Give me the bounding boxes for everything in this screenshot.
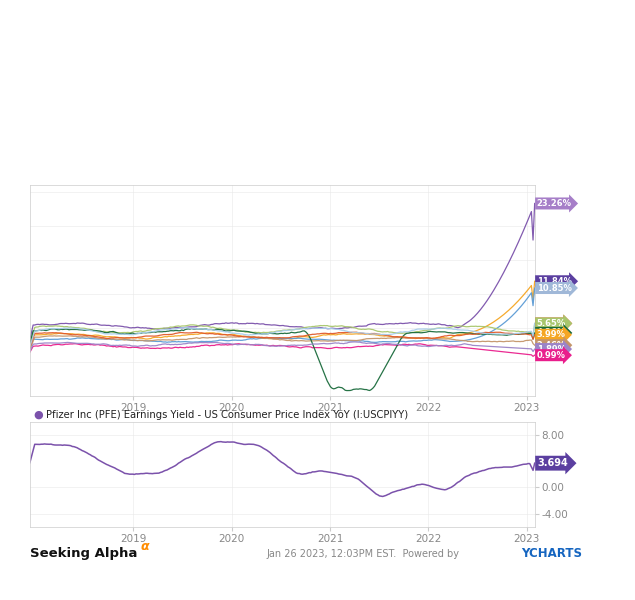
Text: Eli Lilly and Co (LLY) Earnings Yield: Eli Lilly and Co (LLY) Earnings Yield bbox=[50, 228, 223, 238]
Text: 11.84%: 11.84% bbox=[537, 277, 572, 286]
Text: Novartis AG (NVS) Earnings Yield: Novartis AG (NVS) Earnings Yield bbox=[50, 352, 214, 362]
Text: 1.89%: 1.89% bbox=[537, 344, 566, 353]
Text: 23.26%: 23.26% bbox=[537, 199, 572, 208]
Text: α: α bbox=[141, 539, 150, 553]
Text: 2.46%: 2.46% bbox=[537, 341, 566, 350]
Text: ●: ● bbox=[33, 410, 43, 419]
Text: Sanofi SA (SNY) Earnings Yield: Sanofi SA (SNY) Earnings Yield bbox=[50, 316, 202, 326]
Text: AstraZeneca PLC (AZN) Earnings Yield: AstraZeneca PLC (AZN) Earnings Yield bbox=[50, 263, 241, 274]
Text: Pfizer Inc (PFE) Earnings Yield - US Consumer Price Index YoY (I:USCPIYY): Pfizer Inc (PFE) Earnings Yield - US Con… bbox=[46, 410, 408, 419]
Text: 0.99%: 0.99% bbox=[537, 350, 566, 359]
Text: Jan 26 2023, 12:03PM EST.  Powered by: Jan 26 2023, 12:03PM EST. Powered by bbox=[267, 549, 463, 559]
Text: Seeking Alpha: Seeking Alpha bbox=[30, 547, 137, 560]
Text: Johnson & Johnson (JNJ) Earnings Yield: Johnson & Johnson (JNJ) Earnings Yield bbox=[50, 211, 240, 220]
Text: YCHARTS: YCHARTS bbox=[521, 547, 582, 560]
Text: GSK PLC (GSK) Earnings Yield: GSK PLC (GSK) Earnings Yield bbox=[50, 334, 197, 344]
Text: Bristol-Myers Squibb Co (BMY) Earnings Yield: Bristol-Myers Squibb Co (BMY) Earnings Y… bbox=[50, 299, 275, 308]
Text: 5.65%: 5.65% bbox=[537, 319, 566, 328]
Text: Merck & Co Inc (MRK) Earnings Yield: Merck & Co Inc (MRK) Earnings Yield bbox=[50, 246, 231, 256]
Text: 4.26%: 4.26% bbox=[537, 328, 566, 337]
Text: Pfizer Inc (PFE) Earnings Yield: Pfizer Inc (PFE) Earnings Yield bbox=[50, 193, 198, 203]
Text: Novo Nordisk A/S (NVO) Earnings Yield: Novo Nordisk A/S (NVO) Earnings Yield bbox=[50, 281, 242, 291]
Text: 5.65%: 5.65% bbox=[537, 319, 566, 328]
Text: 10.85%: 10.85% bbox=[537, 284, 572, 293]
Text: 3.99%: 3.99% bbox=[537, 330, 566, 339]
Text: 3.694: 3.694 bbox=[538, 458, 568, 468]
